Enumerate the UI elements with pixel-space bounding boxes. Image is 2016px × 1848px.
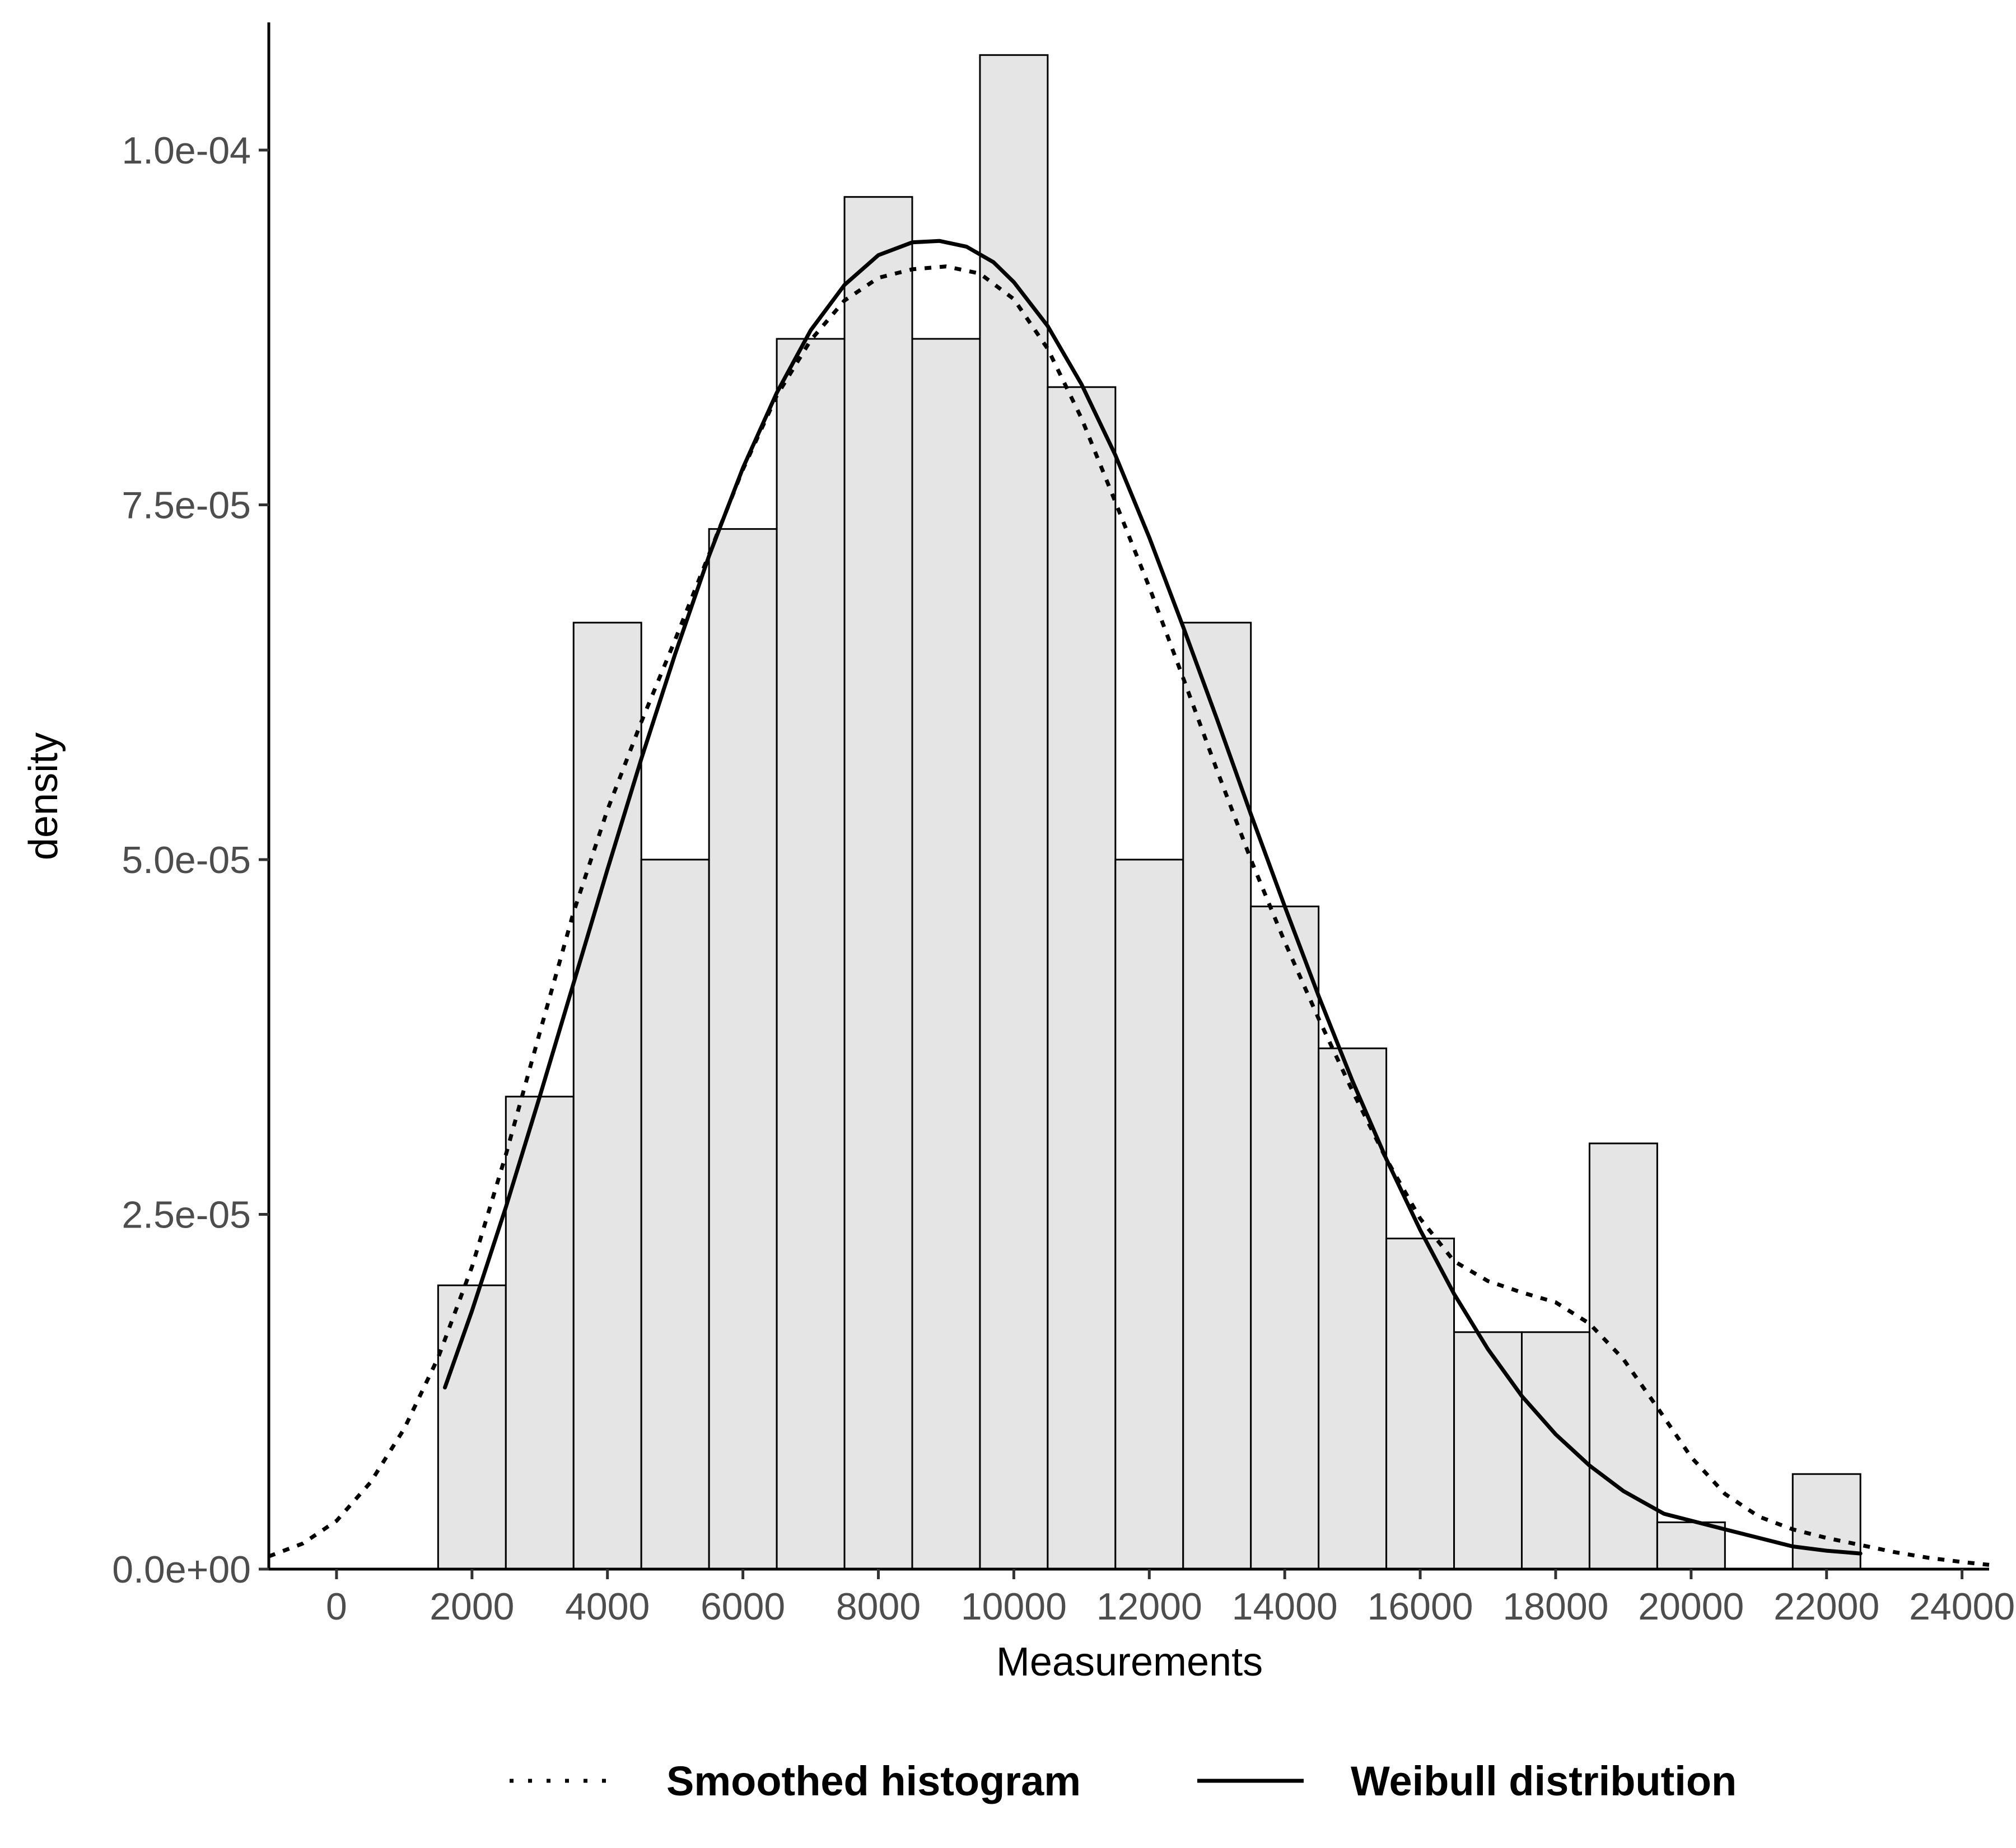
weibull-distribution-line [443,239,1863,1556]
histogram-bar [437,1284,507,1570]
y-tick-label: 0.0e+00 [112,1548,251,1591]
histogram-bar [708,528,778,1570]
histogram-bar [1318,1047,1388,1570]
x-tick-label: 20000 [1638,1585,1744,1628]
x-tick-label: 2000 [430,1585,514,1628]
y-tick-label: 1.0e-04 [122,129,251,172]
histogram-bar [1656,1521,1726,1570]
x-tick-label: 24000 [1909,1585,2015,1628]
histogram-bar [572,622,642,1570]
x-tick-label: 10000 [961,1585,1067,1628]
histogram-bar [1385,1238,1455,1570]
histogram-bar [1250,906,1320,1570]
histogram-bar [843,196,913,1570]
series-lines [268,239,1990,1567]
x-tick-label: 6000 [701,1585,785,1628]
histogram-bar [1588,1142,1658,1570]
x-tick-label: 0 [326,1585,347,1628]
x-ticks: 0 2000 4000 6000 8000 10000 12000 14000 16000 180… [326,1569,2015,1628]
histogram-bar [776,338,846,1570]
x-tick-label: 8000 [836,1585,921,1628]
y-tick-label: 7.5e-05 [122,484,251,527]
x-axis-title: Measurements [996,1640,1263,1684]
legend-label-weibull-distribution: Weibull distribution [1351,1758,1737,1804]
histogram-bar [1047,386,1117,1570]
histogram-bar [640,858,710,1570]
histogram-bar [979,54,1049,1570]
y-ticks: 0.0e+00 2.5e-05 5.0e-05 7.5e-05 1.0e-04 [112,129,269,1591]
x-tick-label: 22000 [1774,1585,1879,1628]
y-tick-label: 5.0e-05 [122,839,251,881]
histogram-bar [1114,858,1184,1570]
x-tick-label: 16000 [1368,1585,1473,1628]
histogram-bar [1791,1473,1861,1570]
histogram-bar [1453,1331,1523,1570]
y-axis-title: density [21,732,66,860]
legend: Smoothed histogram Weibull distribution [510,1758,1737,1804]
legend-label-smoothed-histogram: Smoothed histogram [666,1758,1081,1804]
histogram-bar [911,338,981,1570]
histogram-bars [437,54,1861,1570]
x-tick-label: 12000 [1096,1585,1202,1628]
x-tick-label: 14000 [1232,1585,1338,1628]
x-tick-label: 18000 [1502,1585,1608,1628]
y-tick-label: 2.5e-05 [122,1194,251,1236]
histogram-bar [1520,1331,1590,1570]
axes [267,22,1989,1571]
x-tick-label: 4000 [565,1585,650,1628]
